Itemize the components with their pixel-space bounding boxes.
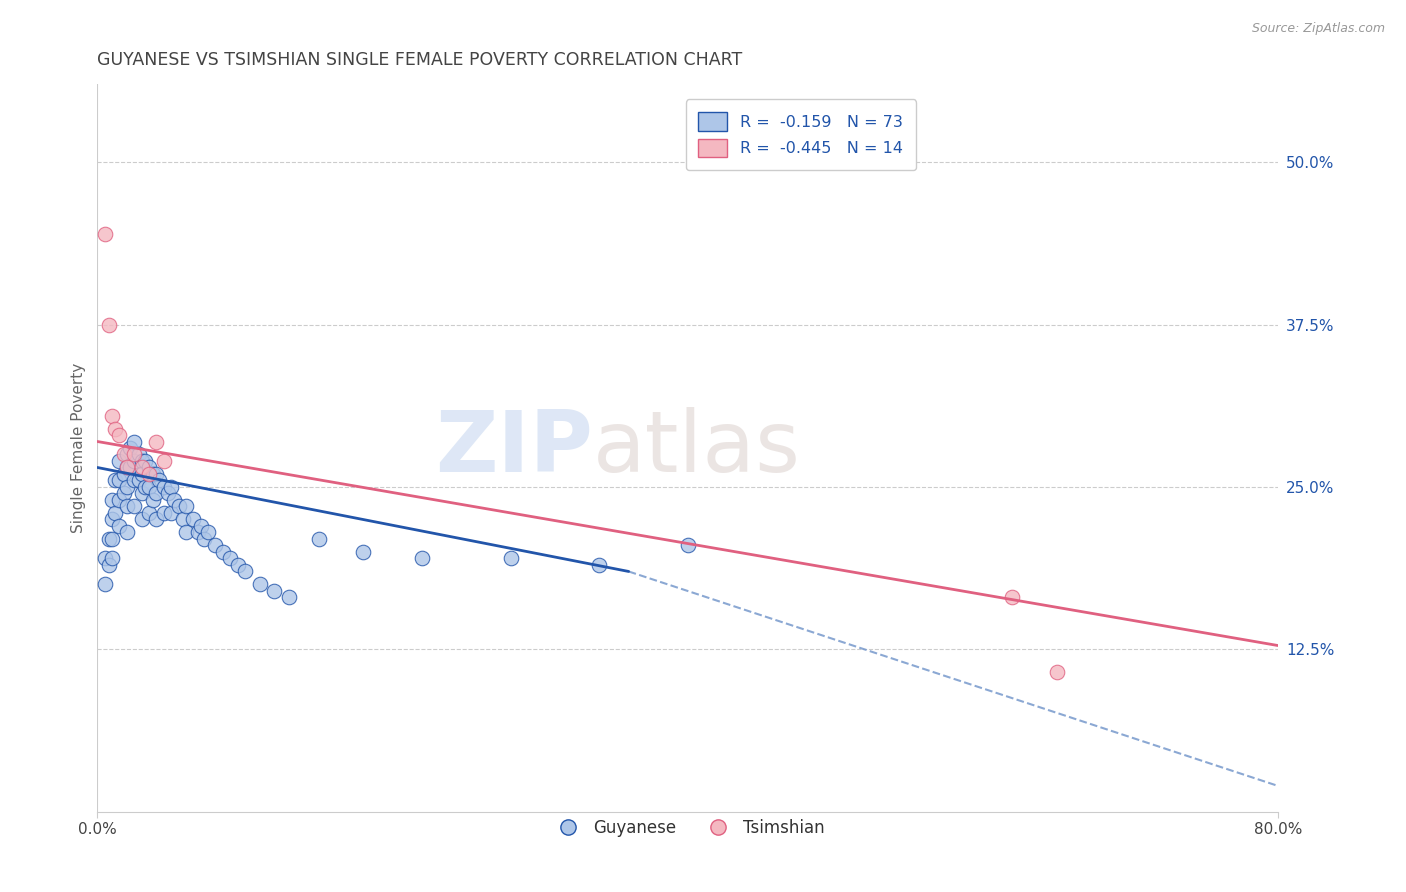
Point <box>98 318 121 332</box>
Point <box>138 506 160 520</box>
Text: GUYANESE VS TSIMSHIAN SINGLE FEMALE POVERTY CORRELATION CHART: GUYANESE VS TSIMSHIAN SINGLE FEMALE POVE… <box>97 51 742 69</box>
Point <box>499 551 522 566</box>
Point <box>1045 665 1067 679</box>
Point <box>411 551 433 566</box>
Point <box>101 493 124 508</box>
Point <box>187 525 209 540</box>
Point <box>142 467 165 481</box>
Point <box>128 474 150 488</box>
Point <box>160 480 183 494</box>
Point <box>588 558 610 572</box>
Point <box>131 512 153 526</box>
Point <box>138 480 160 494</box>
Point <box>112 467 135 481</box>
Point <box>93 551 115 566</box>
Point <box>115 525 138 540</box>
Point <box>108 493 131 508</box>
Point <box>263 584 285 599</box>
Point <box>104 474 127 488</box>
Point <box>145 512 167 526</box>
Point <box>131 486 153 500</box>
Y-axis label: Single Female Poverty: Single Female Poverty <box>72 363 86 533</box>
Point <box>676 539 699 553</box>
Point <box>112 486 135 500</box>
Point <box>115 460 138 475</box>
Point <box>308 532 330 546</box>
Point <box>101 409 124 423</box>
Point <box>145 467 167 481</box>
Text: atlas: atlas <box>593 407 801 490</box>
Legend: Guyanese, Tsimshian: Guyanese, Tsimshian <box>544 813 831 844</box>
Point <box>93 227 115 241</box>
Point <box>160 506 183 520</box>
Point <box>115 460 138 475</box>
Point <box>101 551 124 566</box>
Point <box>128 448 150 462</box>
Point <box>211 545 233 559</box>
Point <box>108 474 131 488</box>
Point <box>118 441 141 455</box>
Point <box>115 448 138 462</box>
Point <box>174 525 197 540</box>
Point <box>157 486 180 500</box>
Point <box>108 454 131 468</box>
Point <box>152 480 174 494</box>
Point <box>145 486 167 500</box>
Point <box>98 558 121 572</box>
Point <box>204 539 226 553</box>
Point <box>104 506 127 520</box>
Point <box>104 421 127 435</box>
Point <box>190 519 212 533</box>
Point <box>1001 591 1024 605</box>
Point <box>145 434 167 449</box>
Point <box>118 460 141 475</box>
Point <box>134 480 156 494</box>
Point <box>108 519 131 533</box>
Point <box>131 467 153 481</box>
Text: ZIP: ZIP <box>436 407 593 490</box>
Point <box>152 506 174 520</box>
Text: Source: ZipAtlas.com: Source: ZipAtlas.com <box>1251 22 1385 36</box>
Point <box>167 500 190 514</box>
Point <box>98 532 121 546</box>
Point <box>148 474 170 488</box>
Point <box>138 460 160 475</box>
Point <box>115 480 138 494</box>
Point <box>101 532 124 546</box>
Point <box>122 500 145 514</box>
Point <box>138 467 160 481</box>
Point <box>142 493 165 508</box>
Point <box>115 500 138 514</box>
Point <box>172 512 194 526</box>
Point <box>93 577 115 591</box>
Point <box>278 591 301 605</box>
Point <box>122 434 145 449</box>
Point <box>181 512 204 526</box>
Point <box>152 454 174 468</box>
Point <box>219 551 242 566</box>
Point <box>233 565 256 579</box>
Point <box>122 448 145 462</box>
Point <box>226 558 249 572</box>
Point <box>112 448 135 462</box>
Point <box>174 500 197 514</box>
Point <box>122 474 145 488</box>
Point <box>134 454 156 468</box>
Point <box>193 532 215 546</box>
Point <box>249 577 271 591</box>
Point <box>197 525 219 540</box>
Point <box>101 512 124 526</box>
Point <box>163 493 186 508</box>
Point <box>131 454 153 468</box>
Point <box>122 454 145 468</box>
Point <box>131 460 153 475</box>
Point <box>108 428 131 442</box>
Point <box>352 545 374 559</box>
